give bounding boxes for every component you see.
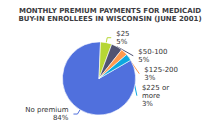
svg-text:$125-200: $125-200: [144, 66, 178, 74]
svg-text:3%: 3%: [144, 74, 155, 82]
svg-text:3%: 3%: [142, 100, 153, 108]
svg-text:5%: 5%: [116, 38, 127, 46]
svg-text:84%: 84%: [53, 114, 69, 122]
svg-text:MONTHLY PREMIUM PAYMENTS FOR M: MONTHLY PREMIUM PAYMENTS FOR MEDICAID: [19, 7, 201, 15]
svg-text:5%: 5%: [138, 56, 149, 64]
svg-text:$225 or: $225 or: [142, 84, 169, 92]
svg-text:$50-100: $50-100: [138, 48, 167, 56]
svg-text:$25: $25: [116, 30, 129, 38]
svg-text:more: more: [142, 92, 160, 100]
svg-text:BUY-IN ENROLLEES IN WISCONSIN: BUY-IN ENROLLEES IN WISCONSIN (JUNE 2001…: [18, 15, 201, 23]
svg-text:No premium: No premium: [25, 106, 68, 114]
